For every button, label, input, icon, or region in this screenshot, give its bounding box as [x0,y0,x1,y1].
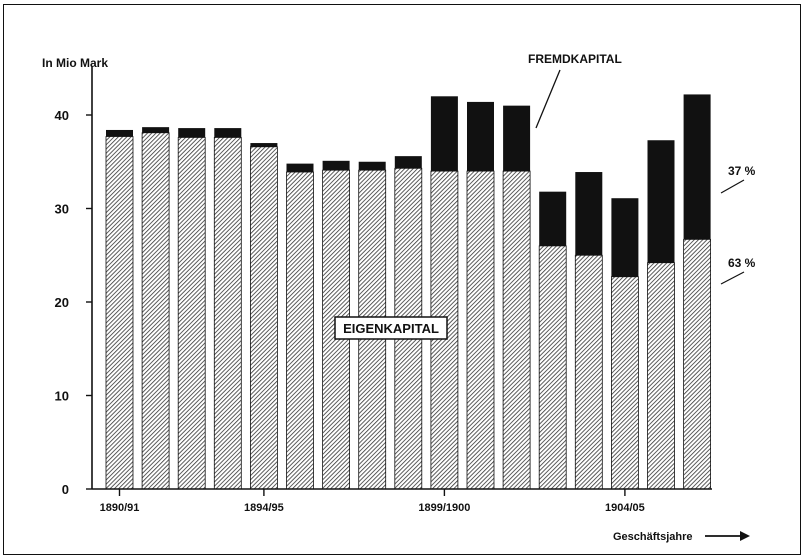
x-tick-label: 1899/1900 [418,502,470,514]
bar-fremdkapital [430,96,458,172]
bar-eigenkapital [177,137,206,490]
legend-eigenkapital-label: EIGENKAPITAL [343,321,439,336]
bar-fremdkapital [683,94,711,240]
bar-eigenkapital [249,146,278,490]
y-axis-label: In Mio Mark [42,56,108,70]
x-tick-label: 1890/91 [100,502,140,514]
bar-fremdkapital [322,160,350,171]
bar-eigenkapital [538,245,567,490]
x-axis: 1890/91 1894/95 1899/1900 1904/05 [92,488,712,514]
bar-fremdkapital [214,128,242,138]
bar-fremdkapital [539,191,567,246]
y-tick-label: 10 [55,389,69,404]
bar-fremdkapital [142,127,170,133]
bar-eigenkapital [611,276,639,490]
annotation-eigen-pct: 63 % [728,256,756,270]
bar-fremdkapital [647,140,675,263]
bar-fremdkapital [575,172,603,256]
x-axis-label: Geschäftsjahre [613,531,692,543]
bar-eigenkapital [466,170,495,490]
chart-frame [3,4,801,555]
y-tick-label: 0 [62,482,69,497]
bar-fremdkapital [358,161,386,171]
fremdkapital-pointer [535,69,561,129]
y-tick-label: 30 [55,202,69,217]
bar-eigenkapital [683,238,711,490]
annotation-eigen-leader [720,271,745,285]
bar-fremdkapital [106,129,133,137]
bars [105,94,711,490]
bar-eigenkapital [141,132,170,490]
arrow-right-icon [705,531,750,541]
annotation-fremd-pct: 37 % [728,164,756,178]
legend-eigenkapital: EIGENKAPITAL [334,316,448,340]
bar-eigenkapital [213,137,242,490]
x-tick-label: 1894/95 [244,502,284,514]
y-tick-label: 20 [55,295,69,310]
bar-fremdkapital [250,143,278,147]
x-tick-label: 1904/05 [605,502,645,514]
y-axis: 0 10 20 30 40 [55,66,93,497]
bar-eigenkapital [647,262,675,490]
y-tick-label: 40 [55,108,69,123]
bar-eigenkapital [574,254,603,490]
legend-fremdkapital: FREMDKAPITAL [528,52,622,66]
bar-fremdkapital [394,156,422,169]
bar-eigenkapital [502,170,531,490]
bar-eigenkapital [105,136,134,490]
bar-eigenkapital [286,171,314,490]
bar-fremdkapital [178,128,206,138]
bar-fremdkapital [467,101,494,172]
bar-fremdkapital [503,105,531,172]
bar-fremdkapital [611,198,639,277]
annotation-fremd-leader [720,179,745,194]
bar-fremdkapital [286,163,314,173]
